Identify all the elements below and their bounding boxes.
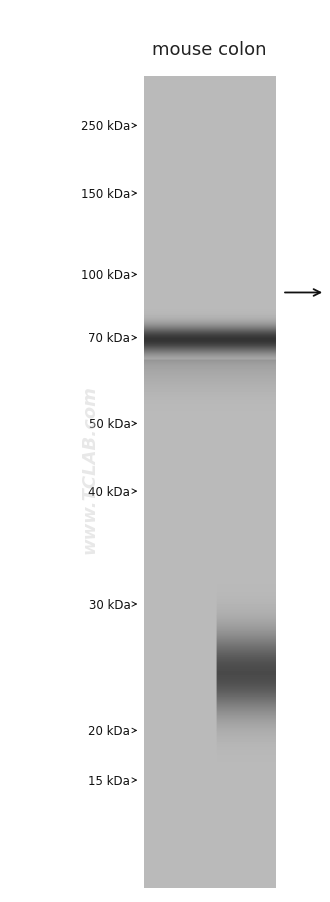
Text: 250 kDa: 250 kDa: [81, 120, 130, 133]
Text: 20 kDa: 20 kDa: [88, 724, 130, 737]
Text: 30 kDa: 30 kDa: [88, 598, 130, 611]
Text: 70 kDa: 70 kDa: [88, 332, 130, 345]
Text: 150 kDa: 150 kDa: [81, 188, 130, 200]
Text: 50 kDa: 50 kDa: [88, 418, 130, 430]
Text: 15 kDa: 15 kDa: [88, 774, 130, 787]
Text: www.TCLAB.com: www.TCLAB.com: [80, 384, 98, 554]
Text: 40 kDa: 40 kDa: [88, 485, 130, 498]
Text: 100 kDa: 100 kDa: [81, 269, 130, 281]
Text: mouse colon: mouse colon: [152, 41, 267, 59]
